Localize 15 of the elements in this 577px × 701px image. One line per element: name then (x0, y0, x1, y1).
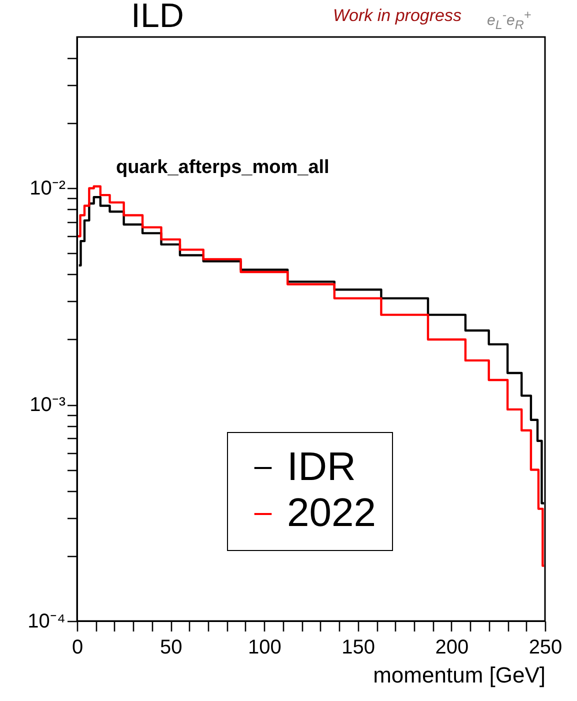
x-tick-label: 50 (160, 636, 182, 658)
legend-label: 2022 (287, 491, 376, 535)
text: Work in progress (333, 6, 462, 26)
x-axis-title: momentum [GeV] (373, 662, 546, 688)
annotation: quark_afterps_mom_all (116, 157, 330, 179)
x-tick-label: 200 (435, 636, 469, 658)
x-tick-label: 100 (248, 636, 282, 658)
y-tick-label: 10⁻³ (30, 394, 66, 416)
y-tick-label: 10⁻² (30, 178, 66, 200)
chart-title: ILD (131, 0, 184, 36)
x-tick-label: 150 (342, 636, 375, 658)
y-tick-label: 10⁻⁴ (28, 610, 66, 632)
legend-label: IDR (287, 445, 356, 489)
x-tick-label: 250 (528, 636, 562, 658)
x-tick-label: 0 (72, 636, 84, 658)
